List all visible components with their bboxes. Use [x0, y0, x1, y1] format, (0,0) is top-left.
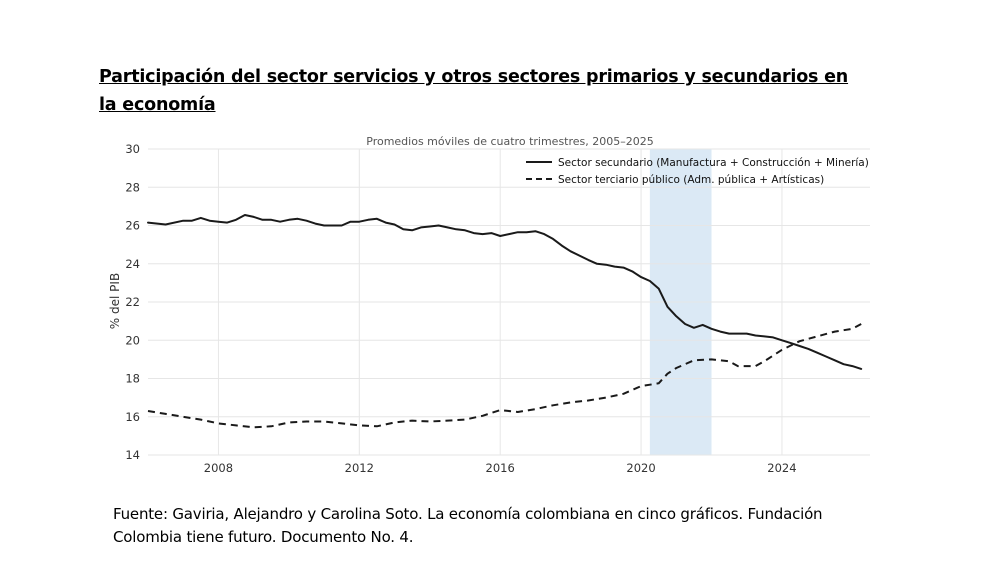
y-tick-label: 20	[125, 333, 140, 347]
y-tick-label: 26	[125, 219, 140, 233]
y-tick-label: 16	[125, 410, 140, 424]
series-line-2	[147, 323, 862, 429]
y-tick-label: 30	[125, 142, 140, 156]
y-tick-label: 28	[125, 180, 140, 194]
x-tick-label: 2012	[345, 461, 374, 475]
x-tick-label: 2024	[767, 461, 796, 475]
grid-lines	[148, 148, 870, 456]
y-tick-label: 22	[125, 295, 140, 309]
legend: Sector secundario (Manufactura + Constru…	[526, 157, 869, 186]
x-tick-label: 2020	[626, 461, 655, 475]
y-tick-label: 24	[125, 257, 140, 271]
page-title: Participación del sector servicios y otr…	[99, 67, 849, 115]
y-axis-ticks: 14 16 18 20 22 24 26 28 30	[125, 142, 140, 462]
legend-label-2: Sector terciario público (Adm. pública +…	[558, 174, 824, 186]
y-tick-label: 18	[125, 372, 140, 386]
source-note: Fuente: Gaviria, Alejandro y Carolina So…	[113, 505, 823, 546]
chart-subtitle: Promedios móviles de cuatro trimestres, …	[366, 135, 654, 148]
x-tick-label: 2016	[486, 461, 515, 475]
y-tick-label: 14	[125, 448, 140, 462]
series-lines	[147, 214, 863, 429]
legend-label-1: Sector secundario (Manufactura + Constru…	[558, 157, 869, 169]
series-line-1	[147, 214, 863, 370]
y-axis-label: % del PIB	[108, 273, 122, 329]
x-axis-ticks: 2008 2012 2016 2020 2024	[204, 461, 797, 475]
x-tick-label: 2008	[204, 461, 233, 475]
